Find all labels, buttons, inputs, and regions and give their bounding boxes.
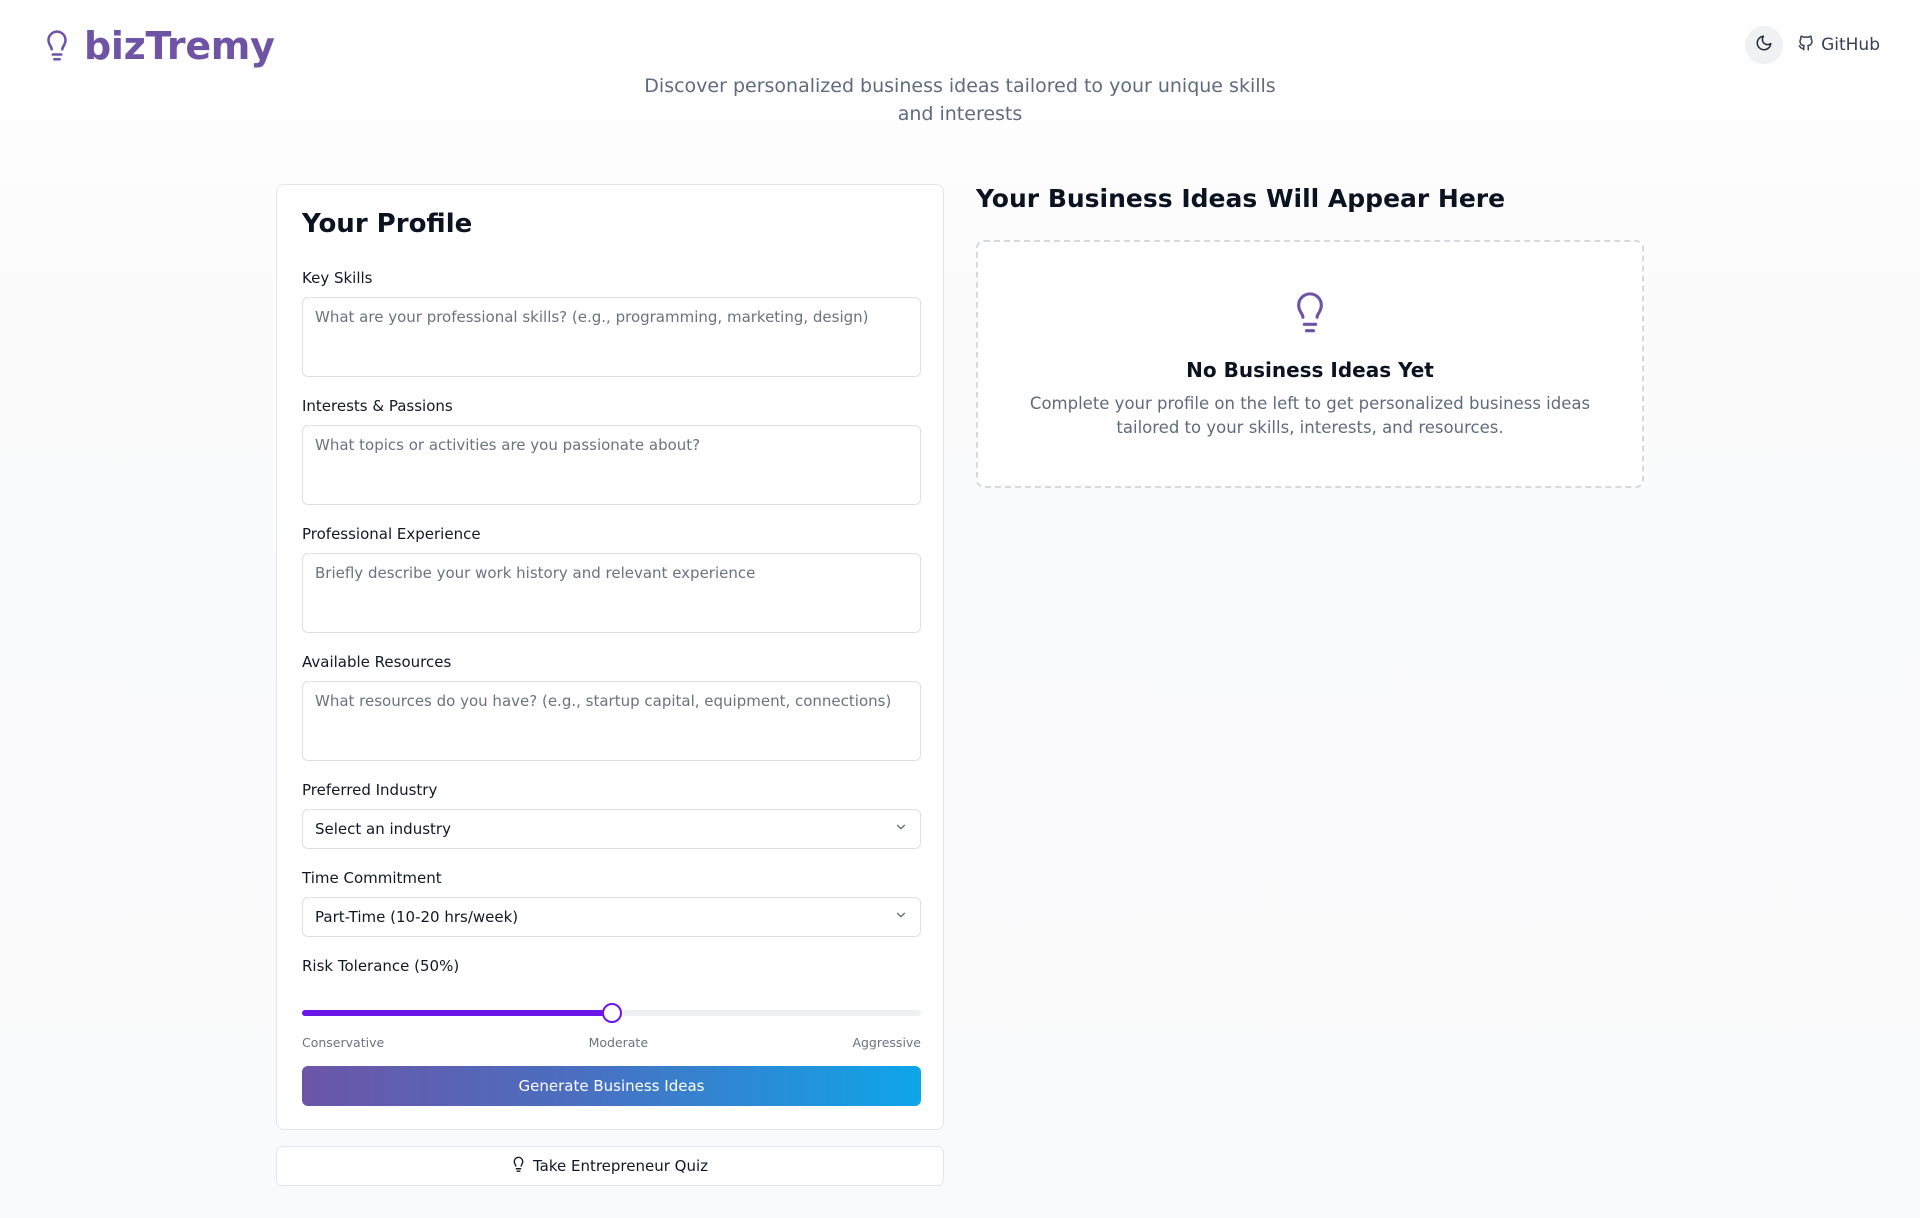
time-commitment-select[interactable]: Part-Time (10-20 hrs/week) bbox=[302, 897, 921, 937]
industry-selected-value: Select an industry bbox=[315, 820, 451, 838]
experience-label: Professional Experience bbox=[302, 525, 481, 543]
interests-placeholder: What topics or activities are you passio… bbox=[315, 436, 701, 454]
generate-ideas-button[interactable]: Generate Business Ideas bbox=[302, 1066, 921, 1106]
profile-card: Your Profile Key Skills What are your pr… bbox=[276, 184, 944, 1130]
empty-state-title: No Business Ideas Yet bbox=[1186, 358, 1434, 382]
time-commitment-selected-value: Part-Time (10-20 hrs/week) bbox=[315, 908, 519, 926]
tagline-text: Discover personalized business ideas tai… bbox=[644, 75, 1276, 125]
interests-input[interactable]: What topics or activities are you passio… bbox=[302, 425, 921, 505]
lightbulb-icon bbox=[512, 1156, 525, 1177]
slider-min-label: Conservative bbox=[302, 1035, 385, 1050]
key-skills-placeholder: What are your professional skills? (e.g.… bbox=[315, 308, 869, 326]
slider-thumb[interactable] bbox=[601, 1003, 622, 1023]
header-actions: GitHub bbox=[1745, 26, 1880, 64]
experience-input[interactable]: Briefly describe your work history and r… bbox=[302, 553, 921, 633]
theme-toggle-button[interactable] bbox=[1745, 26, 1784, 64]
resources-placeholder: What resources do you have? (e.g., start… bbox=[315, 692, 892, 710]
github-label: GitHub bbox=[1821, 35, 1880, 55]
industry-select[interactable]: Select an industry bbox=[302, 809, 921, 849]
brand-name: bizTremy bbox=[84, 24, 275, 68]
risk-tolerance-slider[interactable] bbox=[302, 1003, 921, 1023]
brand[interactable]: bizTremy bbox=[44, 24, 275, 68]
lightbulb-icon bbox=[44, 29, 70, 63]
chevron-down-icon bbox=[894, 820, 908, 838]
risk-tolerance-label: Risk Tolerance (50%) bbox=[302, 957, 460, 975]
chevron-down-icon bbox=[894, 908, 908, 926]
entrepreneur-quiz-button[interactable]: Take Entrepreneur Quiz bbox=[276, 1146, 944, 1186]
industry-label: Preferred Industry bbox=[302, 781, 438, 799]
ideas-title: Your Business Ideas Will Appear Here bbox=[976, 184, 1506, 213]
slider-max-label: Aggressive bbox=[852, 1035, 921, 1050]
slider-marks: Conservative Moderate Aggressive bbox=[302, 1035, 921, 1050]
empty-state-text: Complete your profile on the left to get… bbox=[1029, 394, 1591, 437]
key-skills-input[interactable]: What are your professional skills? (e.g.… bbox=[302, 297, 921, 377]
quiz-button-label: Take Entrepreneur Quiz bbox=[532, 1157, 709, 1175]
resources-input[interactable]: What resources do you have? (e.g., start… bbox=[302, 681, 921, 761]
key-skills-label: Key Skills bbox=[302, 269, 373, 287]
tagline: Discover personalized business ideas tai… bbox=[0, 72, 1920, 128]
slider-mid-label: Moderate bbox=[588, 1035, 649, 1050]
time-commitment-label: Time Commitment bbox=[302, 869, 442, 887]
profile-title: Your Profile bbox=[302, 209, 473, 239]
interests-label: Interests & Passions bbox=[302, 397, 453, 415]
moon-icon bbox=[1755, 34, 1773, 56]
ideas-empty-state: No Business Ideas Yet Complete your prof… bbox=[976, 240, 1644, 488]
github-link[interactable]: GitHub bbox=[1797, 34, 1880, 57]
experience-placeholder: Briefly describe your work history and r… bbox=[315, 564, 756, 582]
slider-fill bbox=[302, 1010, 612, 1016]
resources-label: Available Resources bbox=[302, 653, 452, 671]
github-icon bbox=[1797, 34, 1815, 57]
lightbulb-icon bbox=[978, 290, 1642, 336]
